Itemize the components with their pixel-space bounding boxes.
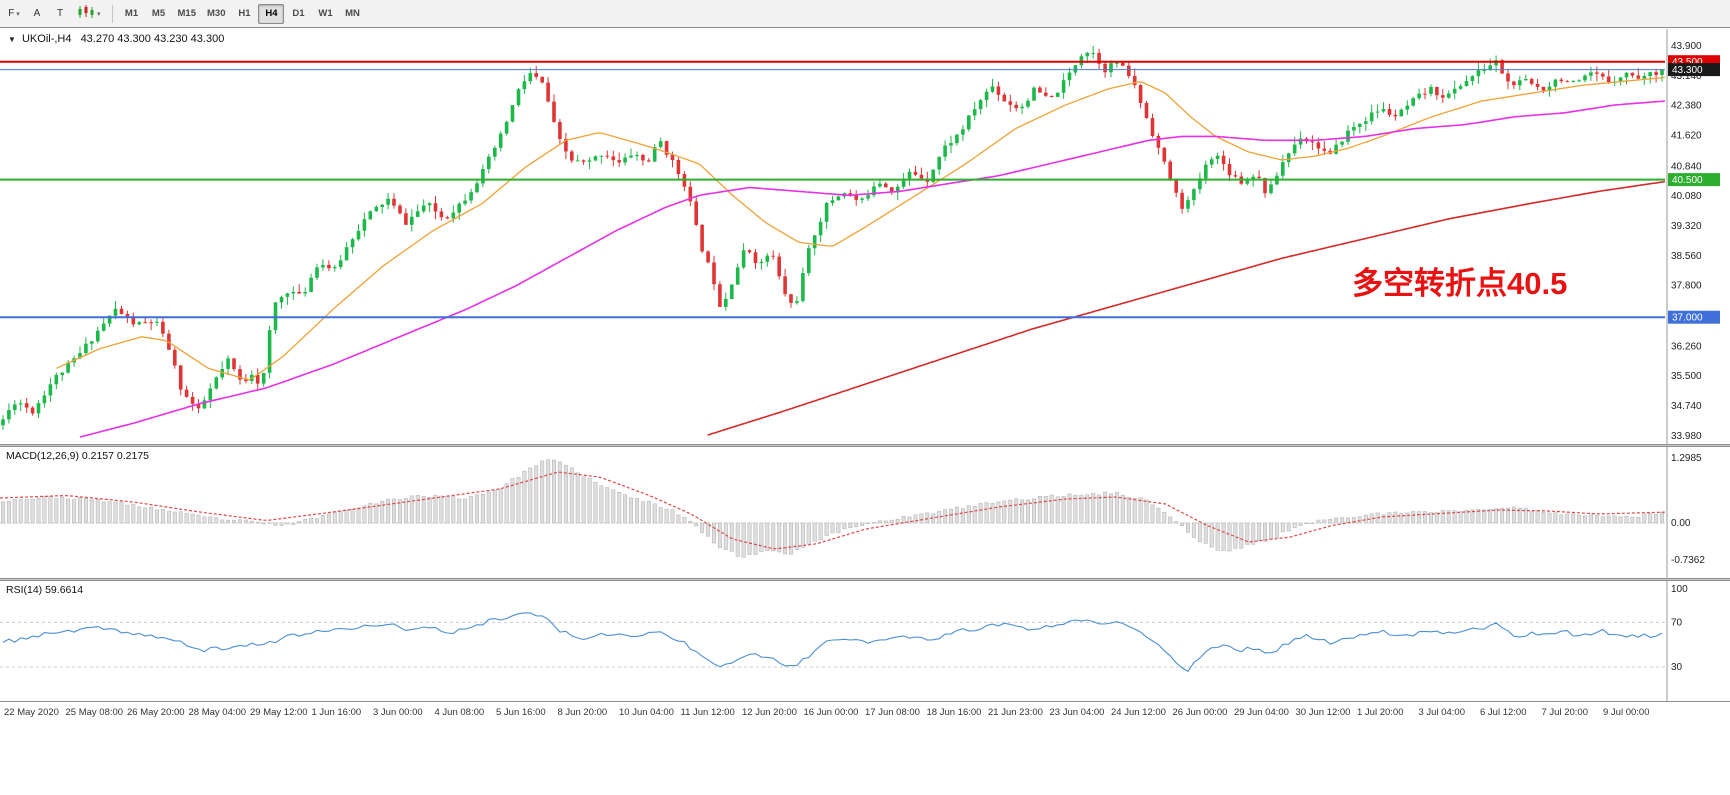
time-axis-label: 29 May 12:00: [250, 707, 308, 718]
timeframe-h1[interactable]: H1: [238, 8, 251, 19]
chevron-down-icon: ▾: [97, 10, 101, 18]
time-axis-label: 9 Jul 00:00: [1603, 707, 1650, 718]
time-axis-label: 21 Jun 23:00: [988, 707, 1043, 718]
svg-text:30: 30: [1671, 662, 1683, 673]
svg-text:43.140: 43.140: [1671, 71, 1702, 82]
symbols-label: F: [8, 8, 15, 19]
arrow-tool-button[interactable]: A: [26, 4, 48, 24]
time-axis-label: 11 Jun 12:00: [680, 707, 735, 718]
symbol-period-label: UKOil-,H4: [21, 33, 72, 45]
text-tool-button[interactable]: T: [49, 4, 71, 24]
timeframe-mn[interactable]: MN: [345, 8, 360, 19]
svg-text:70: 70: [1671, 617, 1683, 628]
svg-text:-0.7362: -0.7362: [1671, 555, 1705, 566]
time-axis-label: 3 Jul 04:00: [1418, 707, 1465, 718]
svg-text:37.000: 37.000: [1672, 313, 1703, 324]
time-axis-label: 12 Jun 20:00: [742, 707, 797, 718]
time-axis-label: 5 Jun 16:00: [496, 707, 546, 718]
symbols-button[interactable]: F ▾: [3, 4, 25, 24]
svg-text:40.080: 40.080: [1671, 191, 1702, 202]
arrow-tool-label: A: [33, 8, 41, 19]
toolbar: F ▾ A T ▾ M1 M5 M15 M30 H1 H4 D1 W1 MN: [0, 0, 1730, 28]
time-axis[interactable]: 22 May 2020 25 May 08:00 26 May 20:00 28 Ma…: [0, 701, 1730, 723]
timeframe-d1[interactable]: D1: [292, 8, 305, 19]
time-axis-label: 29 Jun 04:00: [1234, 707, 1289, 718]
macd-label: MACD(12,26,9) 0.2157 0.2175: [6, 450, 150, 462]
chart-type-button[interactable]: ▾: [72, 4, 106, 24]
svg-text:34.740: 34.740: [1671, 401, 1702, 412]
svg-text:40.840: 40.840: [1671, 161, 1702, 172]
time-axis-label: 6 Jul 12:00: [1480, 707, 1527, 718]
timeframe-m15[interactable]: M15: [177, 8, 196, 19]
time-axis-label: 24 Jun 12:00: [1111, 707, 1166, 718]
time-axis-label: 1 Jul 20:00: [1357, 707, 1404, 718]
rsi-chart-canvas[interactable]: 100 70 30: [0, 581, 1730, 701]
macd-panel: MACD(12,26,9) 0.2157 0.2175 1.2985 0.00 -0…: [0, 447, 1730, 578]
svg-text:1.2985: 1.2985: [1671, 453, 1702, 464]
candlestick-icon: [77, 5, 95, 22]
rsi-panel: RSI(14) 59.6614 100 70 30: [0, 581, 1730, 701]
rsi-label: RSI(14) 59.6614: [6, 584, 84, 596]
time-axis-label: 17 Jun 08:00: [865, 707, 920, 718]
collapse-icon[interactable]: ▼: [8, 35, 16, 44]
svg-text:38.560: 38.560: [1671, 251, 1702, 262]
svg-text:0.00: 0.00: [1671, 518, 1691, 529]
time-axis-label: 26 May 20:00: [127, 707, 185, 718]
svg-text:42.380: 42.380: [1671, 101, 1702, 112]
time-axis-label: 26 Jun 00:00: [1172, 707, 1228, 718]
svg-text:41.620: 41.620: [1671, 131, 1702, 142]
time-axis-label: 18 Jun 16:00: [926, 707, 982, 718]
toolbar-separator: [111, 4, 113, 23]
svg-text:43.500: 43.500: [1672, 57, 1703, 68]
svg-text:36.260: 36.260: [1671, 341, 1702, 352]
svg-text:33.980: 33.980: [1671, 431, 1702, 442]
svg-text:43.300: 43.300: [1672, 65, 1703, 76]
svg-text:37.800: 37.800: [1671, 281, 1702, 292]
main-chart-panel: ▼ UKOil-,H4 43.270 43.300 43.230 43.300 …: [0, 29, 1730, 444]
timeframe-h4[interactable]: H4: [258, 3, 285, 24]
time-axis-label: 28 May 04:00: [188, 707, 247, 718]
macd-chart-canvas[interactable]: 1.2985 0.00 -0.7362: [0, 447, 1730, 578]
price-chart-canvas[interactable]: 43.900 43.140 42.380 41.620 40.840 40.080 39.3…: [0, 29, 1730, 444]
ohlc-values: 43.270 43.300 43.230 43.300: [80, 33, 225, 45]
svg-text:100: 100: [1671, 584, 1688, 595]
timeframe-m30[interactable]: M30: [207, 8, 226, 19]
text-tool-label: T: [56, 8, 64, 19]
svg-text:43.900: 43.900: [1671, 41, 1702, 52]
time-axis-label: 16 Jun 00:00: [803, 707, 859, 718]
time-axis-label: 25 May 08:00: [65, 707, 124, 718]
svg-text:35.500: 35.500: [1671, 371, 1702, 382]
panel-separator[interactable]: [0, 444, 1730, 447]
svg-text:40.500: 40.500: [1672, 175, 1703, 186]
chevron-down-icon: ▾: [16, 10, 20, 18]
svg-text:多空转折点40.5: 多空转折点40.5: [1352, 266, 1567, 301]
svg-text:39.320: 39.320: [1671, 221, 1702, 232]
time-axis-label: 4 Jun 08:00: [434, 707, 485, 718]
timeframe-m5[interactable]: M5: [151, 8, 166, 19]
time-axis-label: 8 Jun 20:00: [557, 707, 608, 718]
time-axis-label: 22 May 2020: [4, 707, 59, 718]
time-axis-label: 10 Jun 04:00: [619, 707, 674, 718]
timeframe-w1[interactable]: W1: [318, 8, 333, 19]
panel-separator[interactable]: [0, 578, 1730, 581]
time-axis-label: 1 Jun 16:00: [311, 707, 362, 718]
timeframe-m1[interactable]: M1: [124, 8, 139, 19]
time-axis-label: 23 Jun 04:00: [1049, 707, 1105, 718]
time-axis-label: 30 Jun 12:00: [1295, 707, 1351, 718]
time-axis-label: 7 Jul 20:00: [1541, 707, 1588, 718]
time-axis-label: 3 Jun 00:00: [373, 707, 423, 718]
chart-title: ▼ UKOil-,H4 43.270 43.300 43.230 43.300: [8, 33, 224, 45]
